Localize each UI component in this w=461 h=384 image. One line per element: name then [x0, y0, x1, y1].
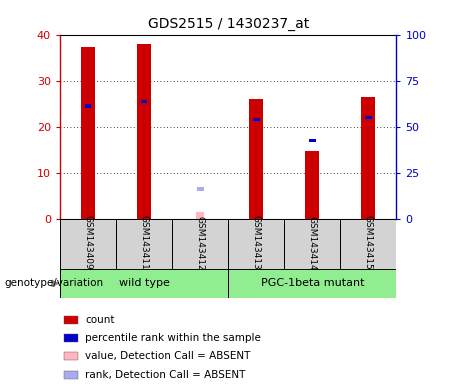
Text: GSM143411: GSM143411: [140, 215, 148, 270]
Bar: [305, 151, 319, 219]
Text: genotype/variation: genotype/variation: [5, 278, 104, 288]
Bar: [340, 219, 396, 269]
Bar: [85, 104, 91, 108]
Text: GSM143409: GSM143409: [83, 215, 93, 270]
Bar: [284, 219, 340, 269]
Text: count: count: [85, 315, 115, 325]
Text: GSM143414: GSM143414: [308, 215, 317, 270]
Bar: [361, 97, 375, 219]
Bar: [249, 99, 263, 219]
Bar: [309, 139, 316, 142]
Text: value, Detection Call = ABSENT: value, Detection Call = ABSENT: [85, 351, 251, 361]
Bar: [64, 371, 77, 379]
Bar: [141, 100, 148, 103]
Text: percentile rank within the sample: percentile rank within the sample: [85, 333, 261, 343]
Text: PGC-1beta mutant: PGC-1beta mutant: [260, 278, 364, 288]
Bar: [253, 118, 260, 121]
Bar: [116, 219, 172, 269]
Bar: [60, 219, 116, 269]
Bar: [64, 334, 77, 342]
Bar: [196, 212, 204, 219]
Bar: [365, 116, 372, 119]
Text: GSM143413: GSM143413: [252, 215, 261, 270]
Bar: [64, 316, 77, 324]
Bar: [172, 219, 228, 269]
Bar: [64, 352, 77, 361]
Bar: [60, 269, 228, 298]
Bar: [228, 269, 396, 298]
Bar: [81, 48, 95, 219]
Text: rank, Detection Call = ABSENT: rank, Detection Call = ABSENT: [85, 370, 246, 380]
Text: wild type: wild type: [118, 278, 170, 288]
Text: GSM143412: GSM143412: [195, 215, 205, 270]
Bar: [197, 187, 203, 190]
Text: GSM143415: GSM143415: [364, 215, 373, 270]
Bar: [228, 219, 284, 269]
Title: GDS2515 / 1430237_at: GDS2515 / 1430237_at: [148, 17, 309, 31]
Bar: [137, 44, 151, 219]
